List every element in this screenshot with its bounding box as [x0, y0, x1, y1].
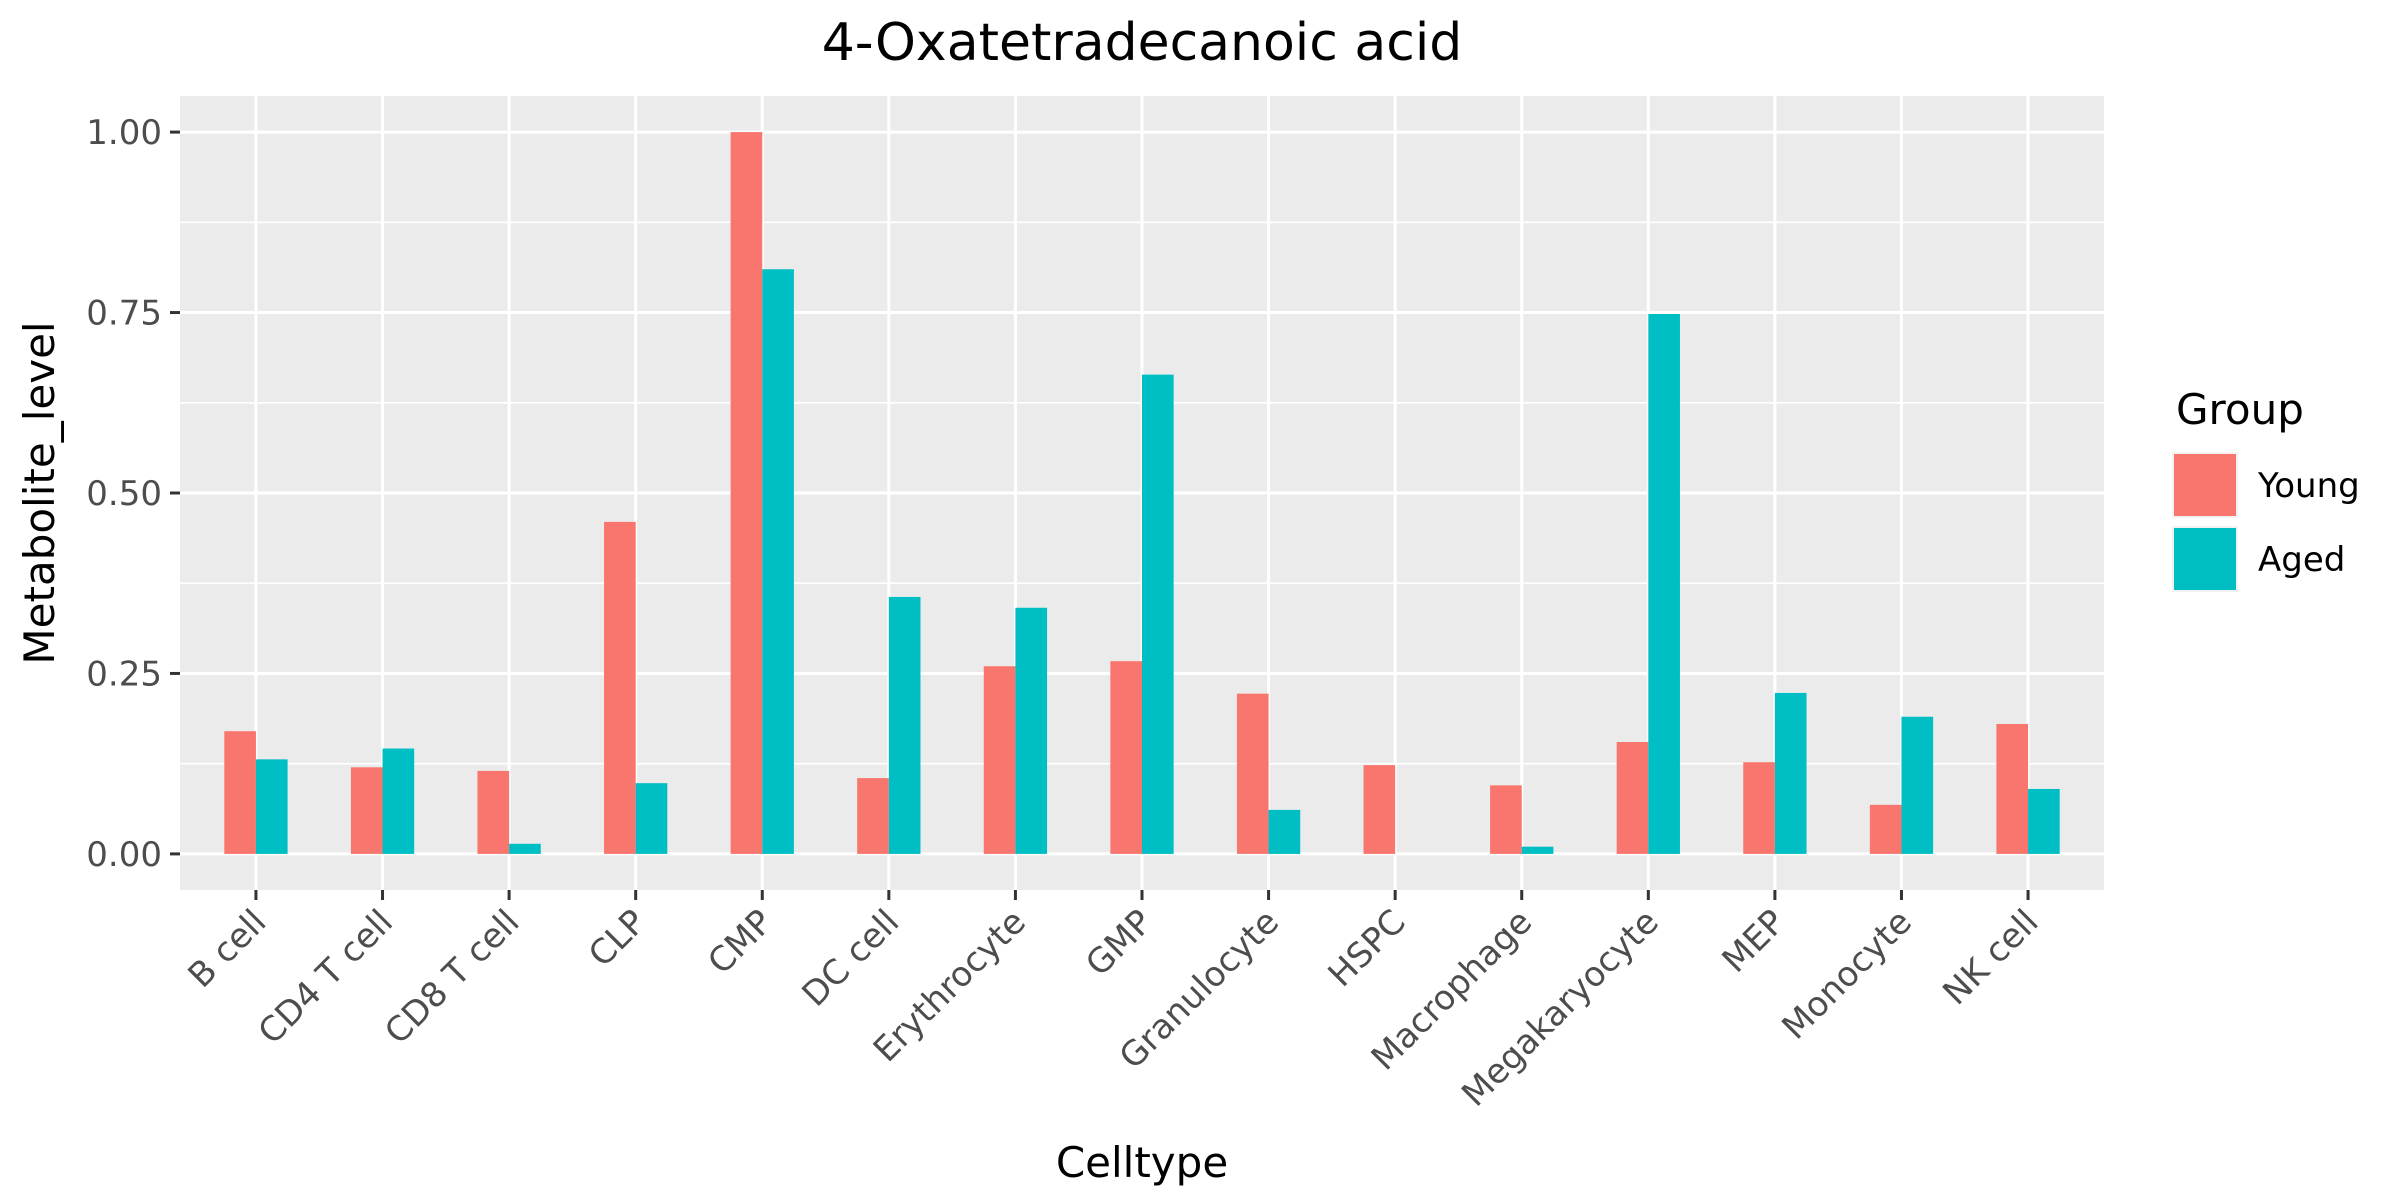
y-axis: 0.00 0.25 0.50 0.75 1.00 — [86, 113, 180, 875]
y-tick-label: 0.00 — [86, 835, 162, 875]
bar-aged-cd8-t-cell — [509, 843, 541, 854]
x-tick-label: CLP — [581, 902, 654, 975]
legend: Group Young Aged — [2172, 385, 2360, 592]
bar-aged-granulocyte — [1268, 809, 1301, 854]
legend-label-aged: Aged — [2258, 540, 2345, 580]
bar-young-megakaryocyte — [1616, 742, 1649, 854]
x-axis-title: Celltype — [1056, 1138, 1228, 1187]
bar-aged-monocyte — [1901, 716, 1934, 854]
bar-aged-nk-cell — [2028, 788, 2060, 854]
bar-aged-cd4-t-cell — [382, 748, 415, 854]
x-tick-label: MEP — [1715, 902, 1794, 981]
bar-aged-b-cell — [255, 759, 288, 854]
bar-young-dc-cell — [857, 778, 889, 854]
bar-young-granulocyte — [1236, 693, 1269, 854]
bar-aged-clp — [635, 783, 668, 854]
bar-young-cd4-t-cell — [350, 767, 383, 854]
bar-young-b-cell — [224, 731, 256, 854]
bar-young-monocyte — [1869, 804, 1902, 854]
legend-items: Young Aged — [2172, 452, 2360, 592]
x-tick-label: NK cell — [1935, 902, 2046, 1013]
x-tick-label: B cell — [181, 902, 275, 996]
bar-aged-dc-cell — [888, 596, 921, 854]
bar-young-cd8-t-cell — [477, 770, 510, 854]
y-tick-label: 0.75 — [86, 294, 162, 334]
x-tick-label: CMP — [700, 902, 780, 982]
y-axis-title: Metabolite_level — [15, 321, 64, 664]
x-tick-label: Monocyte — [1774, 902, 1919, 1047]
x-tick-label: CD4 T cell — [251, 902, 401, 1052]
legend-swatch-aged — [2174, 528, 2236, 590]
y-tick-label: 1.00 — [86, 113, 162, 153]
legend-title: Group — [2176, 385, 2304, 434]
bar-aged-megakaryocyte — [1648, 313, 1680, 854]
legend-swatch-young — [2174, 454, 2236, 516]
bar-young-mep — [1743, 762, 1775, 854]
y-tick-label: 0.50 — [86, 474, 162, 514]
chart-title: 4-Oxatetradecanoic acid — [822, 13, 1463, 73]
bar-young-nk-cell — [1996, 723, 2029, 854]
bar-young-macrophage — [1490, 785, 1522, 854]
bar-aged-mep — [1774, 692, 1807, 854]
y-tick-label: 0.25 — [86, 654, 162, 694]
bar-young-erythrocyte — [983, 666, 1016, 854]
x-tick-label: CD8 T cell — [377, 902, 527, 1052]
x-tick-label: HSPC — [1321, 902, 1414, 995]
bar-young-cmp — [730, 132, 763, 854]
bar-young-gmp — [1110, 661, 1142, 854]
bar-aged-gmp — [1142, 374, 1174, 854]
bar-young-hspc — [1363, 765, 1396, 854]
bar-aged-erythrocyte — [1015, 607, 1048, 854]
bar-aged-cmp — [762, 269, 794, 854]
x-tick-label: GMP — [1078, 902, 1160, 984]
bars — [224, 132, 2060, 854]
legend-label-young: Young — [2257, 466, 2360, 506]
bar-aged-macrophage — [1521, 846, 1554, 854]
bar-young-clp — [604, 521, 636, 854]
x-tick-label: DC cell — [795, 902, 908, 1015]
